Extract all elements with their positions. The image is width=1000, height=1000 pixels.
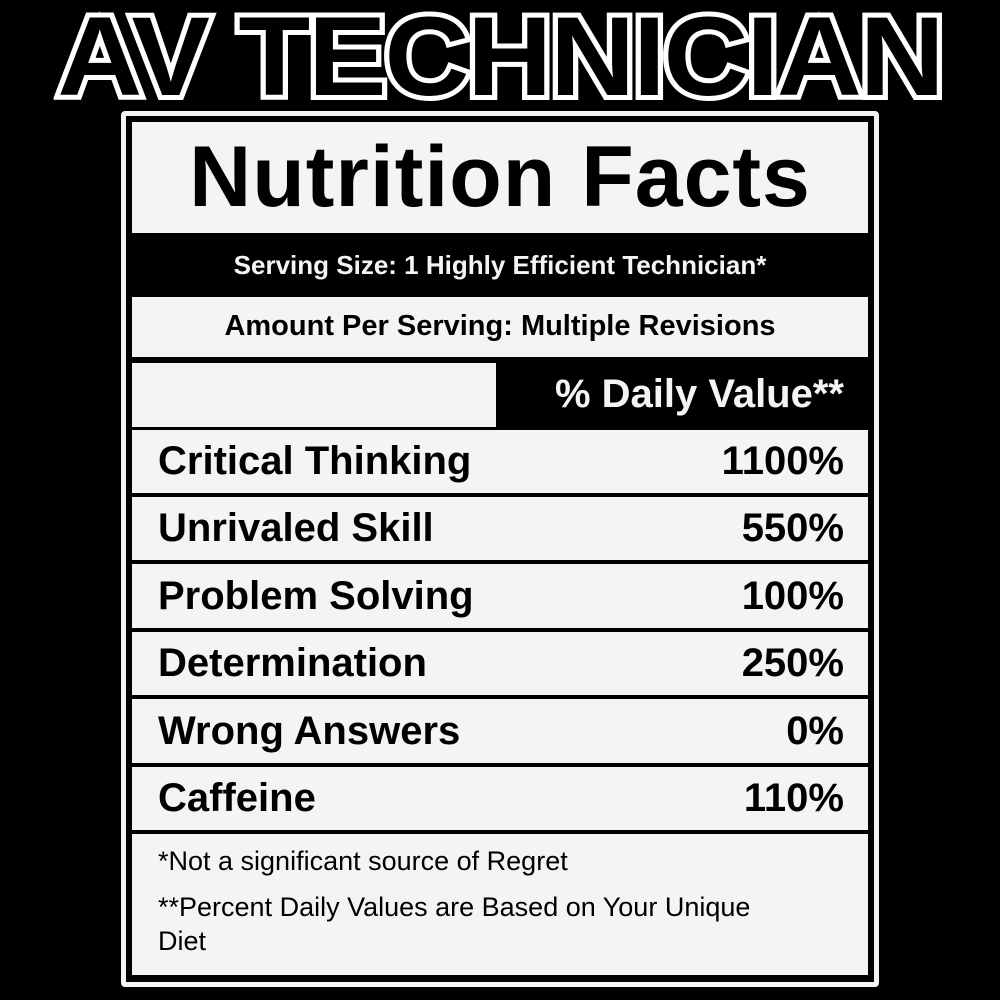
nutrient-value: 100% — [741, 573, 844, 618]
nutrient-name: Caffeine — [158, 776, 316, 820]
footnote: *Not a significant source of Regret — [158, 846, 568, 876]
nutrient-row: Caffeine 110% — [132, 767, 868, 830]
amount-per-serving: Amount Per Serving: Multiple Revisions — [132, 297, 868, 357]
footnote: **Percent Daily Values are Based on Your… — [158, 892, 751, 956]
nutrient-row: Critical Thinking 1100% — [132, 430, 868, 493]
nutrient-name: Unrivaled Skill — [158, 506, 434, 550]
nutrient-name: Problem Solving — [158, 573, 474, 618]
label-frame — [121, 111, 879, 987]
nutrient-value: 250% — [741, 641, 844, 685]
nutrient-value: 1100% — [721, 439, 844, 483]
daily-value-spacer — [132, 363, 496, 427]
nutrient-value: 0% — [786, 708, 844, 753]
nutrient-name: Wrong Answers — [158, 708, 461, 753]
nutrient-value: 550% — [741, 506, 844, 550]
nutrient-row: Wrong Answers 0% — [132, 699, 868, 763]
nutrient-name: Critical Thinking — [158, 439, 472, 483]
nutrient-row: Unrivaled Skill 550% — [132, 497, 868, 560]
nutrient-value: 110% — [743, 776, 844, 820]
nutrition-facts-heading: Nutrition Facts — [132, 122, 868, 233]
nutrient-row: Problem Solving 100% — [132, 564, 868, 628]
nutrient-row: Determination 250% — [132, 632, 868, 695]
serving-size: Serving Size: 1 Highly Efficient Technic… — [132, 233, 868, 297]
shirt-title: AV TECHNICIAN — [52, 0, 950, 119]
nutrient-name: Determination — [158, 641, 427, 685]
footnotes: *Not a significant source of Regret **Pe… — [132, 834, 868, 975]
daily-value-header: % Daily Value** — [497, 363, 868, 427]
